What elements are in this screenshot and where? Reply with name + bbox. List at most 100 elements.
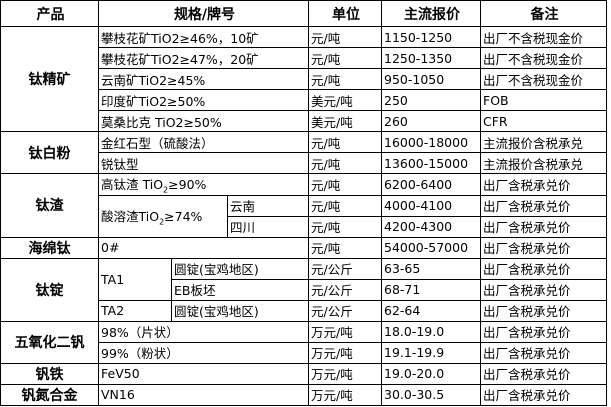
spec-text: 酸溶渣TiO [101, 208, 160, 224]
spec-cell: 0# [98, 236, 309, 259]
grade-cell: TA2 [98, 299, 172, 322]
unit-cell: 万元/吨 [308, 341, 382, 364]
spec-cell: 印度矿TiO2≥50% [98, 89, 309, 111]
unit-cell: 元/吨 [308, 131, 382, 153]
note-cell: 出厂含税承兑价 [480, 278, 607, 301]
unit-cell: 元/吨 [308, 68, 382, 90]
table-row: 钛渣 高钛渣 TiO2≥90% 元/吨 6200-6400 出厂含税承兑价 [0, 173, 607, 238]
region-cell: 四川 [227, 215, 309, 238]
grade-cell: TA1 [98, 257, 172, 301]
note-cell: FOB [480, 89, 607, 111]
price-cell: 1150-1250 [381, 26, 481, 48]
unit-cell: 元/吨 [308, 194, 382, 217]
subscript: 2 [159, 217, 165, 227]
spec-text: ≥74% [164, 208, 203, 224]
unit-cell: 元/公斤 [308, 257, 382, 280]
product-cell: 钛精矿 [0, 26, 99, 132]
unit-cell: 万元/吨 [308, 320, 382, 343]
table-row: 钛白粉 金红石型（硫酸法） 元/吨 16000-18000 主流报价含税承兑 [0, 131, 607, 174]
product-cell: 钛渣 [0, 173, 99, 238]
note-cell: 出厂含税承兑价 [480, 236, 607, 259]
price-cell: 4200-4300 [381, 215, 481, 238]
note-cell: 出厂含税承兑价 [480, 215, 607, 238]
product-cell: 钛锭 [0, 257, 99, 322]
note-cell: 出厂含税承兑价 [480, 194, 607, 217]
note-cell: 出厂含税承兑价 [480, 299, 607, 322]
spec-text: 高钛渣 TiO [101, 177, 164, 192]
spec-cell: 云南矿TiO2≥45% [98, 68, 309, 90]
table-row: 酸溶渣TiO2≥74% 云南 元/吨 4000-4100 出厂含税承兑价 [1, 194, 607, 238]
spec-cell: 攀枝花矿TiO2≥47%，20矿 [98, 47, 309, 69]
note-cell: 出厂不含税现金价 [480, 26, 607, 48]
price-cell: 63-65 [381, 257, 481, 280]
price-cell: 18.0-19.0 [381, 320, 481, 343]
note-cell: 主流报价含税承兑 [480, 131, 607, 153]
price-cell: 30.0-30.5 [381, 383, 481, 406]
spec-cell: 金红石型（硫酸法） [98, 131, 309, 153]
table-row: 莫桑比克 TiO2≥50% 美元/吨 260 CFR [1, 110, 607, 132]
subscript: 2 [163, 185, 169, 195]
unit-cell: 万元/吨 [308, 383, 382, 406]
region-cell: 云南 [227, 194, 309, 217]
price-cell: 260 [381, 110, 481, 132]
price-cell: 950-1050 [381, 68, 481, 90]
price-cell: 54000-57000 [381, 236, 481, 259]
unit-cell: 万元/吨 [308, 362, 382, 385]
table-row: 四川 元/吨 4200-4300 出厂含税承兑价 [1, 215, 607, 238]
note-cell: 出厂含税承兑价 [480, 341, 607, 364]
price-cell: 19.1-19.9 [381, 341, 481, 364]
unit-cell: 元/公斤 [308, 278, 382, 301]
spec-cell: 攀枝花矿TiO2≥46%，10矿 [98, 26, 309, 48]
price-cell: 62-64 [381, 299, 481, 322]
table-row: 攀枝花矿TiO2≥47%，20矿 元/吨 1250-1350 出厂不含税现金价 [1, 47, 607, 69]
spec-cell: 99%（粉状） [98, 341, 309, 364]
unit-cell: 元/吨 [308, 173, 382, 196]
price-cell: 13600-15000 [381, 152, 481, 174]
note-cell: 出厂不含税现金价 [480, 47, 607, 69]
table-row: 钛精矿 攀枝花矿TiO2≥46%，10矿 元/吨 1150-1250 出厂不含税… [0, 26, 607, 132]
header-row: 产品 规格/牌号 单位 主流报价 备注 [0, 0, 607, 27]
spec-cell: 98%（片状） [98, 320, 309, 343]
product-cell: 钒铁 [0, 362, 99, 385]
table-row: 钒铁 FeV50 万元/吨 19.0-20.0 出厂含税承兑价 [0, 362, 607, 385]
unit-cell: 元/吨 [308, 26, 382, 48]
spec-cell: 莫桑比克 TiO2≥50% [98, 110, 309, 132]
note-cell: 出厂含税承兑价 [480, 173, 607, 196]
unit-cell: 元/吨 [308, 215, 382, 238]
table-row: 钒氮合金 VN16 万元/吨 30.0-30.5 出厂含税承兑价 [0, 383, 607, 406]
note-cell: 出厂含税承兑价 [480, 383, 607, 406]
product-cell: 五氧化二钒 [0, 320, 99, 364]
note-cell: 出厂含税承兑价 [480, 362, 607, 385]
header-spec: 规格/牌号 [98, 0, 309, 27]
product-cell: 钒氮合金 [0, 383, 99, 406]
form-cell: EB板坯 [171, 278, 309, 301]
price-cell: 250 [381, 89, 481, 111]
header-note: 备注 [480, 0, 607, 27]
price-cell: 4000-4100 [381, 194, 481, 217]
note-cell: CFR [480, 110, 607, 132]
note-cell: 主流报价含税承兑 [480, 152, 607, 174]
spec-cell: 高钛渣 TiO2≥90% [98, 173, 309, 196]
spec-text: ≥90% [168, 177, 207, 192]
product-cell: 海绵钛 [0, 236, 99, 259]
spec-cell: FeV50 [98, 362, 309, 385]
header-product: 产品 [0, 0, 99, 27]
spec-cell: VN16 [98, 383, 309, 406]
header-unit: 单位 [308, 0, 382, 27]
product-cell: 钛白粉 [0, 131, 99, 174]
note-cell: 出厂含税承兑价 [480, 320, 607, 343]
table-row: 锐钛型 元/吨 13600-15000 主流报价含税承兑 [1, 152, 607, 174]
price-cell: 1250-1350 [381, 47, 481, 69]
note-cell: 出厂不含税现金价 [480, 68, 607, 90]
table-row: 海绵钛 0# 元/吨 54000-57000 出厂含税承兑价 [0, 236, 607, 259]
price-cell: 16000-18000 [381, 131, 481, 153]
table-row: EB板坯 元/公斤 68-71 出厂含税承兑价 [1, 278, 607, 301]
unit-cell: 美元/吨 [308, 89, 382, 111]
form-cell: 圆锭(宝鸡地区) [171, 257, 309, 280]
unit-cell: 元/吨 [308, 236, 382, 259]
price-cell: 19.0-20.0 [381, 362, 481, 385]
unit-cell: 美元/吨 [308, 110, 382, 132]
price-cell: 68-71 [381, 278, 481, 301]
unit-cell: 元/吨 [308, 152, 382, 174]
